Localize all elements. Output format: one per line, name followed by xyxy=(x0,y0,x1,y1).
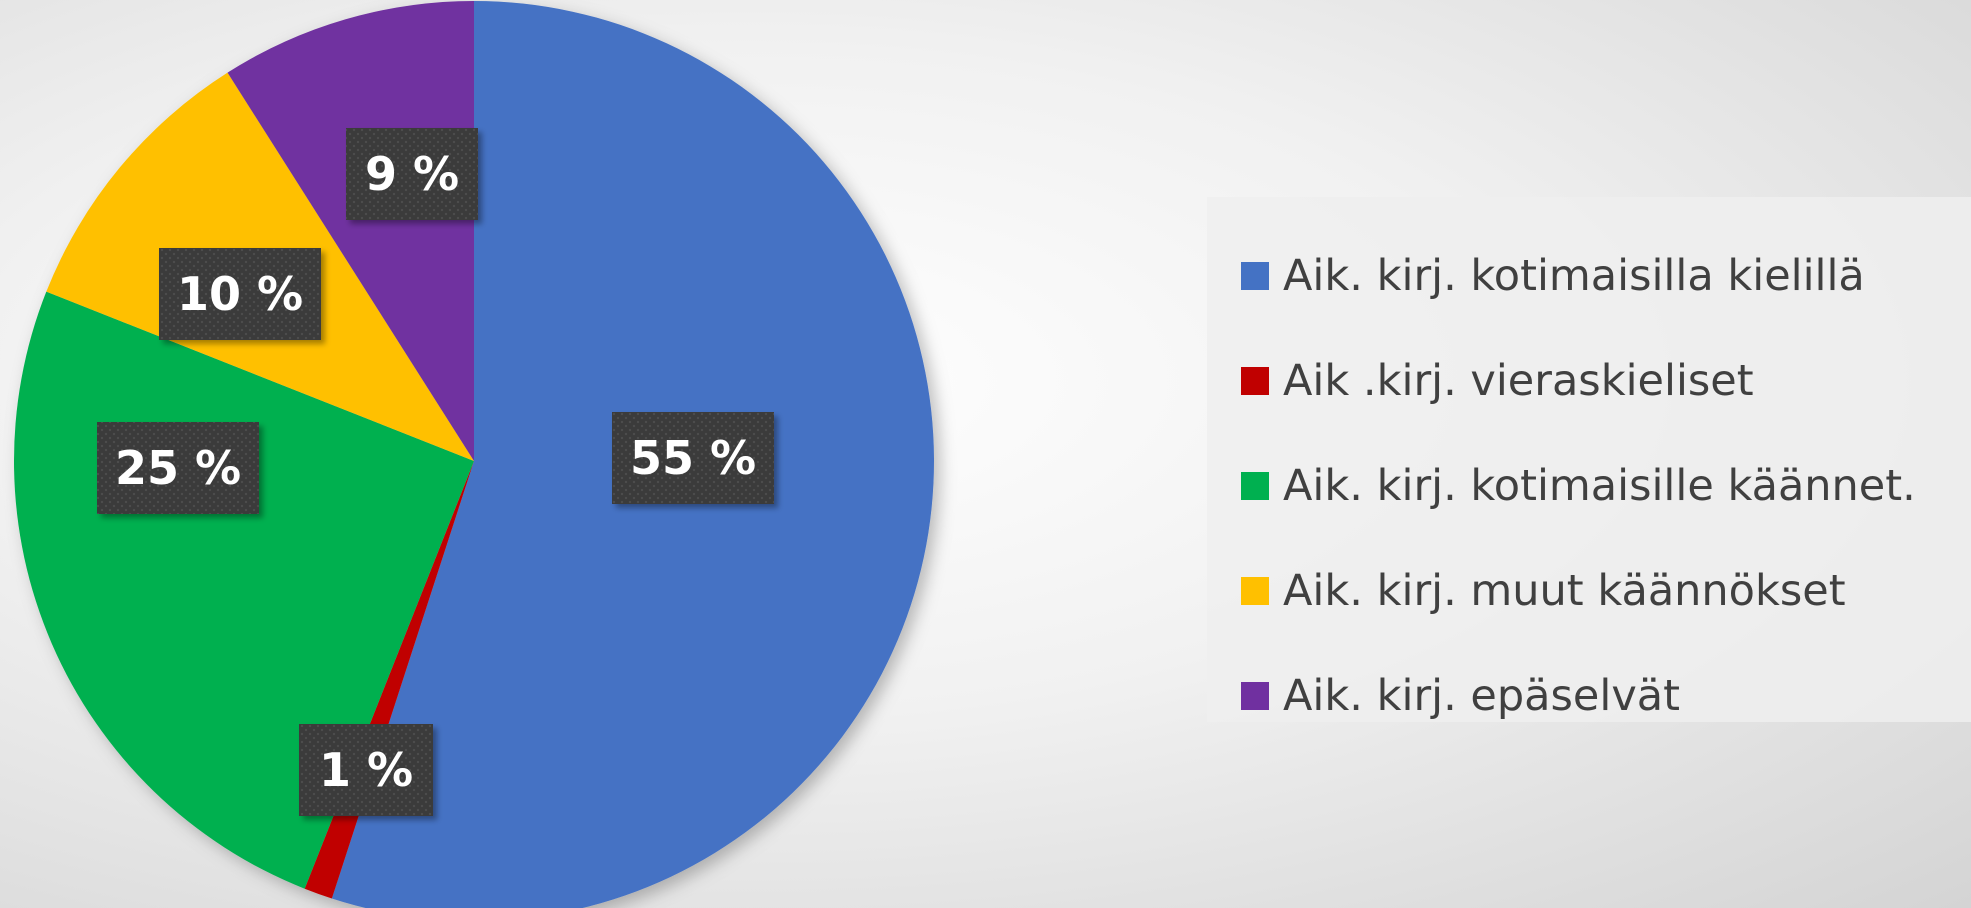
legend-label: Aik. kirj. kotimaisille käännet. xyxy=(1283,460,1916,511)
pie-data-labels: 55 % 1 % 25 % 10 % 9 % xyxy=(97,128,774,816)
legend-swatch xyxy=(1241,576,1269,605)
data-label-1: 55 % xyxy=(612,412,774,504)
legend-item-3: Aik. kirj. kotimaisille käännet. xyxy=(1241,433,1971,538)
legend-item-2: Aik .kirj. vieraskieliset xyxy=(1241,328,1971,433)
data-label-text-3: 25 % xyxy=(115,441,241,495)
data-label-4: 10 % xyxy=(159,248,321,340)
data-label-text-4: 10 % xyxy=(177,267,303,321)
legend-item-4: Aik. kirj. muut käännökset xyxy=(1241,538,1971,643)
pie-slice-5 xyxy=(227,1,474,461)
data-label-5: 9 % xyxy=(346,128,478,220)
legend-label: Aik. kirj. kotimaisilla kielillä xyxy=(1283,250,1865,301)
legend-swatch xyxy=(1241,681,1269,710)
data-label-text-5: 9 % xyxy=(365,147,459,201)
legend: Aik. kirj. kotimaisilla kielillä Aik .kir… xyxy=(1207,197,1971,722)
legend-label: Aik .kirj. vieraskieliset xyxy=(1283,355,1754,406)
data-label-3: 25 % xyxy=(97,422,259,514)
legend-swatch xyxy=(1241,366,1269,395)
legend-label: Aik. kirj. epäselvät xyxy=(1283,670,1680,721)
data-label-text-2: 1 % xyxy=(319,743,413,797)
legend-swatch xyxy=(1241,261,1269,290)
legend-item-5: Aik. kirj. epäselvät xyxy=(1241,643,1971,748)
legend-swatch xyxy=(1241,471,1269,500)
legend-label: Aik. kirj. muut käännökset xyxy=(1283,565,1846,616)
data-label-2: 1 % xyxy=(299,724,433,816)
legend-item-1: Aik. kirj. kotimaisilla kielillä xyxy=(1241,223,1971,328)
data-label-text-1: 55 % xyxy=(630,431,756,485)
